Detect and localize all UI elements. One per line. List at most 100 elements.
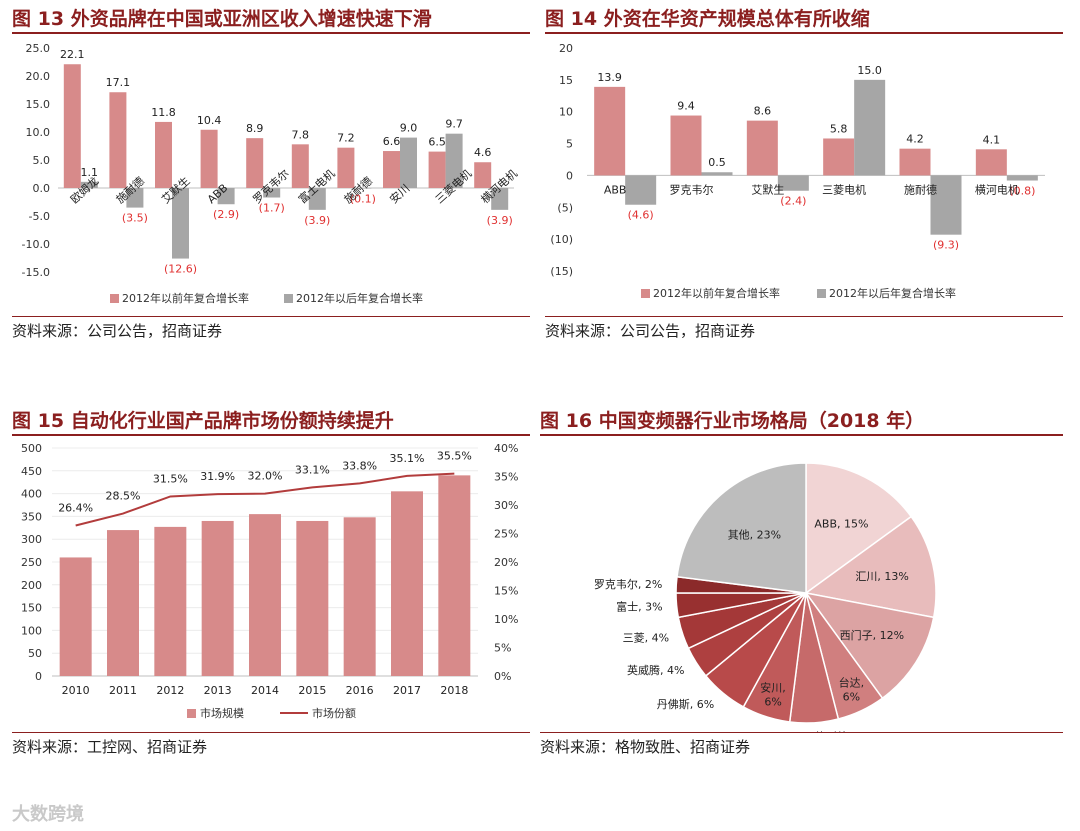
bar bbox=[670, 115, 702, 176]
x-tick-label: 三菱电机 bbox=[822, 182, 866, 196]
data-label: 31.5% bbox=[153, 472, 188, 485]
data-label: 33.8% bbox=[342, 459, 377, 472]
data-label: (0.1) bbox=[350, 193, 376, 206]
slice-label: 6% bbox=[843, 690, 860, 703]
pie-slice bbox=[804, 591, 935, 700]
x-tick-label: 2017 bbox=[393, 684, 421, 697]
slice-label: 三菱, 4% bbox=[623, 631, 669, 644]
y-tick-label: 15.0 bbox=[26, 98, 51, 111]
bar bbox=[337, 147, 355, 188]
slice-label: 英威腾, 4% bbox=[627, 663, 684, 677]
x-tick-label: 2016 bbox=[346, 684, 374, 697]
y-tick-label: 0 bbox=[566, 169, 573, 182]
fig13-title: 图 13 外资品牌在中国或亚洲区收入增速快速下滑 bbox=[12, 8, 432, 30]
data-label: 8.9 bbox=[246, 122, 264, 135]
data-label: (1.7) bbox=[259, 202, 285, 215]
y-tick-label: 50 bbox=[28, 647, 42, 660]
y-tick-label: 5.0 bbox=[33, 154, 51, 167]
data-label: 0.5 bbox=[708, 156, 726, 169]
legend-swatch bbox=[110, 294, 119, 303]
x-tick-label: 2015 bbox=[298, 684, 326, 697]
data-label: (3.9) bbox=[304, 214, 330, 227]
x-tick-label: 2013 bbox=[204, 684, 232, 697]
y-tick-label: 500 bbox=[21, 442, 42, 455]
bar bbox=[594, 86, 626, 176]
data-label: (9.3) bbox=[933, 239, 959, 252]
bar bbox=[354, 188, 372, 189]
fig16-title: 图 16 中国变频器行业市场格局（2018 年） bbox=[540, 410, 925, 432]
bar bbox=[296, 520, 329, 676]
data-label: (3.9) bbox=[487, 214, 513, 227]
watermark-logo: 大数跨境 bbox=[12, 804, 84, 825]
y-tick-label: 0.0 bbox=[33, 182, 51, 195]
data-label: 6.5 bbox=[428, 136, 446, 149]
fig14-title: 图 14 外资在华资产规模总体有所收缩 bbox=[545, 8, 870, 30]
y2-tick-label: 35% bbox=[494, 471, 518, 484]
data-label: (2.4) bbox=[780, 195, 806, 208]
legend-label: 市场规模 bbox=[200, 706, 244, 720]
x-tick-label: 2011 bbox=[109, 684, 137, 697]
bar bbox=[400, 137, 417, 188]
pie-slice bbox=[805, 462, 913, 595]
y-tick-label: 100 bbox=[21, 624, 42, 637]
bar bbox=[80, 181, 98, 188]
bar bbox=[126, 188, 144, 208]
y-tick-label: 450 bbox=[21, 465, 42, 478]
bar bbox=[474, 162, 492, 188]
data-label: 35.5% bbox=[437, 450, 472, 463]
y2-tick-label: 5% bbox=[494, 642, 511, 655]
legend-label: 2012年以前年复合增长率 bbox=[122, 291, 249, 305]
fig14-source-rule bbox=[545, 316, 1063, 317]
bar bbox=[154, 526, 187, 676]
data-label: 4.1 bbox=[983, 133, 1001, 146]
bar bbox=[899, 148, 931, 176]
legend-label: 市场份额 bbox=[312, 706, 356, 720]
pie-slice bbox=[676, 462, 807, 594]
slice-label: 汇川, 13% bbox=[855, 570, 908, 583]
data-label: (12.6) bbox=[164, 263, 197, 276]
data-label: 7.2 bbox=[337, 132, 355, 145]
bar bbox=[391, 491, 423, 676]
legend-swatch bbox=[187, 709, 196, 718]
bar bbox=[155, 121, 172, 188]
fig16-chart: ABB, 15%汇川, 13%西门子, 12%台达,6%施耐德, 6%安川,6%… bbox=[594, 462, 937, 732]
bar bbox=[217, 188, 235, 205]
fig13-chart: 25.0 20.0 15.0 10.0 5.0 0.0 -5.0 -10.0 -15.0 22.1… bbox=[22, 42, 520, 305]
fig14-chart: 20 15 10 5 0 (5) (10) (15) 13.9 (4.6)ABB 9.4 0.5 罗克韦… bbox=[550, 42, 1045, 300]
bar bbox=[291, 144, 309, 188]
y2-tick-label: 0% bbox=[494, 670, 511, 683]
data-label: 9.7 bbox=[445, 118, 463, 131]
data-label: 17.1 bbox=[106, 76, 131, 89]
legend-label: 2012年以前年复合增长率 bbox=[653, 286, 780, 300]
panel-fig13: 图 13 外资品牌在中国或亚洲区收入增速快速下滑 25.0 20.0 15.0 10.… bbox=[12, 4, 530, 344]
x-tick-label: 2014 bbox=[251, 684, 279, 697]
y-tick-label: 10.0 bbox=[26, 126, 51, 139]
y2-tick-label: 30% bbox=[494, 499, 518, 512]
data-label: 4.2 bbox=[906, 133, 924, 146]
data-label: 4.6 bbox=[474, 146, 492, 159]
bar bbox=[263, 188, 281, 198]
y-tick-label: (10) bbox=[550, 233, 573, 246]
y-tick-label: 300 bbox=[21, 533, 42, 546]
pie-slice bbox=[804, 515, 937, 619]
fig13-source-rule bbox=[12, 316, 530, 317]
bar bbox=[200, 129, 218, 188]
legend-swatch bbox=[284, 294, 293, 303]
y-tick-label: 0 bbox=[35, 670, 42, 683]
slice-label: 其他, 23% bbox=[728, 528, 781, 541]
panel-fig16: 图 16 中国变频器行业市场格局（2018 年） ABB, 15% 汇川, 13%… bbox=[540, 406, 1063, 761]
y2-tick-label: 10% bbox=[494, 613, 518, 626]
data-label: (4.6) bbox=[628, 209, 654, 222]
fig13-source: 资料来源：公司公告，招商证券 bbox=[12, 322, 223, 340]
legend-swatch bbox=[817, 289, 826, 298]
slice-label: 施耐德, 6% bbox=[815, 730, 872, 732]
slice-label: 安川, bbox=[760, 680, 786, 694]
y-tick-label: 350 bbox=[21, 510, 42, 523]
bar bbox=[63, 64, 81, 188]
slice-label: 台达, bbox=[839, 675, 865, 689]
slice-label: 西门子, 12% bbox=[840, 628, 904, 642]
fig15-source-rule bbox=[12, 732, 530, 733]
data-label: 5.8 bbox=[830, 122, 848, 135]
bar bbox=[109, 92, 127, 188]
y-tick-label: 5 bbox=[566, 138, 573, 151]
